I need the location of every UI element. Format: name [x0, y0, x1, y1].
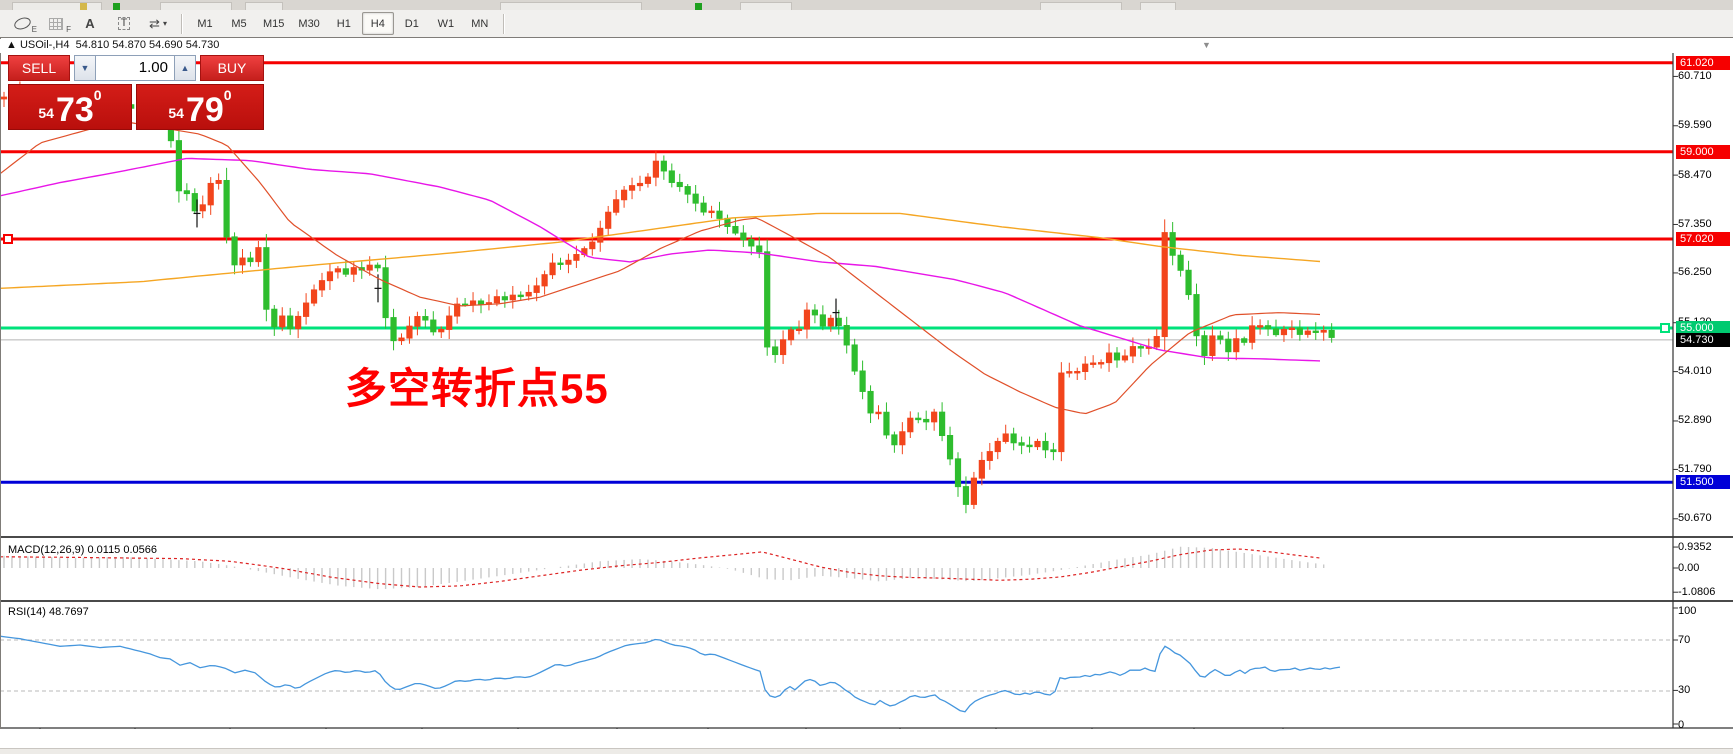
- toolbar-remnant-icon: [695, 3, 702, 10]
- buy-price-display[interactable]: 54 79 0: [136, 84, 264, 130]
- price-level-label: 54.730: [1676, 332, 1730, 347]
- one-click-trading-panel: SELL ▼ 1.00 ▲ BUY 54 73 0 54 79 0: [8, 55, 264, 131]
- sell-button[interactable]: SELL: [8, 55, 70, 81]
- arrows-tool-button[interactable]: ⇄ ▾: [142, 12, 174, 35]
- volume-decrease-button[interactable]: ▼: [74, 55, 96, 81]
- buy-price-big: 79: [185, 91, 224, 129]
- price-axis-tick: 56.250: [1678, 266, 1712, 279]
- sell-price-display[interactable]: 54 73 0: [8, 84, 132, 130]
- price-axis-tick: 59.590: [1678, 119, 1712, 132]
- toolbar-remnant: [160, 2, 232, 11]
- timeframe-button-group: M1 M5 M15 M30 H1 H4 D1 W1 MN: [188, 12, 497, 35]
- timeframe-button-d1[interactable]: D1: [404, 17, 419, 30]
- toolbar-remnant: [245, 2, 283, 11]
- macd-indicator-label: MACD(12,26,9) 0.0115 0.0566: [8, 544, 157, 556]
- volume-input[interactable]: 1.00: [96, 55, 174, 81]
- rsi-axis-tick: 30: [1678, 683, 1691, 696]
- price-axis-tick: 50.670: [1678, 512, 1712, 525]
- grid-icon-label: F: [66, 25, 71, 34]
- scroll-to-end-icon[interactable]: ▼: [1202, 40, 1211, 50]
- toolbar-separator: [181, 13, 182, 34]
- toolbar-remnant: [1140, 2, 1176, 11]
- timeframe-button-m15[interactable]: M15: [263, 17, 285, 30]
- chevron-down-icon: ▾: [162, 19, 167, 28]
- rsi-indicator-label: RSI(14) 48.7697: [8, 606, 89, 618]
- text-label-icon: T: [117, 17, 131, 30]
- timeframe-button-w1[interactable]: W1: [437, 17, 455, 30]
- sell-price-sup: 0: [93, 87, 102, 103]
- time-axis[interactable]: [0, 729, 1733, 748]
- toolbar-remnant-icon: [113, 3, 120, 10]
- rsi-axis-tick: 70: [1678, 633, 1691, 646]
- text-icon: A: [85, 16, 95, 31]
- sell-price-prefix: 54: [38, 105, 54, 121]
- price-level-label: 55.000: [1676, 321, 1730, 335]
- timeframe-button-h4[interactable]: H4: [361, 12, 394, 35]
- price-level-label: 61.020: [1676, 55, 1730, 70]
- chart-title: ▲ USOil-,H4 54.810 54.870 54.690 54.730: [0, 39, 1733, 53]
- timeframe-button-h1[interactable]: H1: [336, 17, 351, 30]
- chart-toolbar: E F A T ⇄ ▾ M1 M5 M15 M30 H1 H4 D1 W1 MN: [0, 10, 1733, 38]
- rsi-axis-tick: 100: [1678, 605, 1697, 617]
- toolbar-remnant-icon: [80, 3, 87, 10]
- chart-ohlc-values: 54.810 54.870 54.690 54.730: [75, 39, 220, 51]
- buy-price-prefix: 54: [168, 105, 184, 121]
- chart-text-annotation[interactable]: 多空转折点55: [345, 365, 609, 412]
- toolbar-remnant: [12, 2, 102, 11]
- grid-icon: [49, 17, 63, 30]
- window-bottom-strip: [0, 748, 1733, 754]
- arrows-icon: ⇄: [149, 15, 160, 31]
- price-axis-tick: 51.790: [1678, 462, 1712, 475]
- collapse-triangle-icon[interactable]: ▲: [6, 39, 17, 51]
- ellipse-tool-button[interactable]: E: [6, 12, 38, 35]
- price-level-label: 59.000: [1676, 144, 1730, 159]
- text-label-tool-button[interactable]: T: [108, 12, 140, 35]
- ellipse-icon-label: E: [31, 25, 37, 34]
- chart-window: [0, 37, 1733, 754]
- volume-increase-button[interactable]: ▲: [174, 55, 196, 81]
- price-axis-tick: 60.710: [1678, 69, 1712, 82]
- macd-axis-tick: 0.00: [1678, 561, 1700, 574]
- timeframe-button-m5[interactable]: M5: [231, 17, 247, 30]
- toolbar-remnant: [1040, 2, 1122, 11]
- price-level-label: 51.500: [1676, 475, 1730, 490]
- buy-price-sup: 0: [223, 87, 232, 103]
- sell-price-big: 73: [55, 91, 94, 129]
- toolbar-separator: [502, 13, 504, 34]
- macd-axis-tick: -1.0806: [1678, 585, 1716, 598]
- toolbar-remnant: [500, 2, 642, 11]
- price-axis-tick: 57.350: [1678, 217, 1712, 230]
- timeframe-button-m30[interactable]: M30: [298, 17, 320, 30]
- macd-axis-tick: 0.9352: [1678, 540, 1712, 553]
- rsi-axis-tick: 0: [1678, 719, 1685, 731]
- text-tool-button[interactable]: A: [74, 12, 106, 35]
- fibo-grid-tool-button[interactable]: F: [40, 12, 72, 35]
- chart-symbol: USOil-,H4: [19, 39, 70, 51]
- price-axis-tick: 58.470: [1678, 168, 1712, 181]
- toolbar-remnant: [740, 2, 792, 11]
- buy-button[interactable]: BUY: [200, 55, 264, 81]
- timeframe-button-m1[interactable]: M1: [197, 17, 213, 30]
- timeframe-button-mn[interactable]: MN: [471, 17, 489, 30]
- price-axis-tick: 54.010: [1678, 365, 1712, 378]
- price-level-label: 57.020: [1676, 231, 1730, 246]
- price-axis-tick: 52.890: [1678, 414, 1712, 427]
